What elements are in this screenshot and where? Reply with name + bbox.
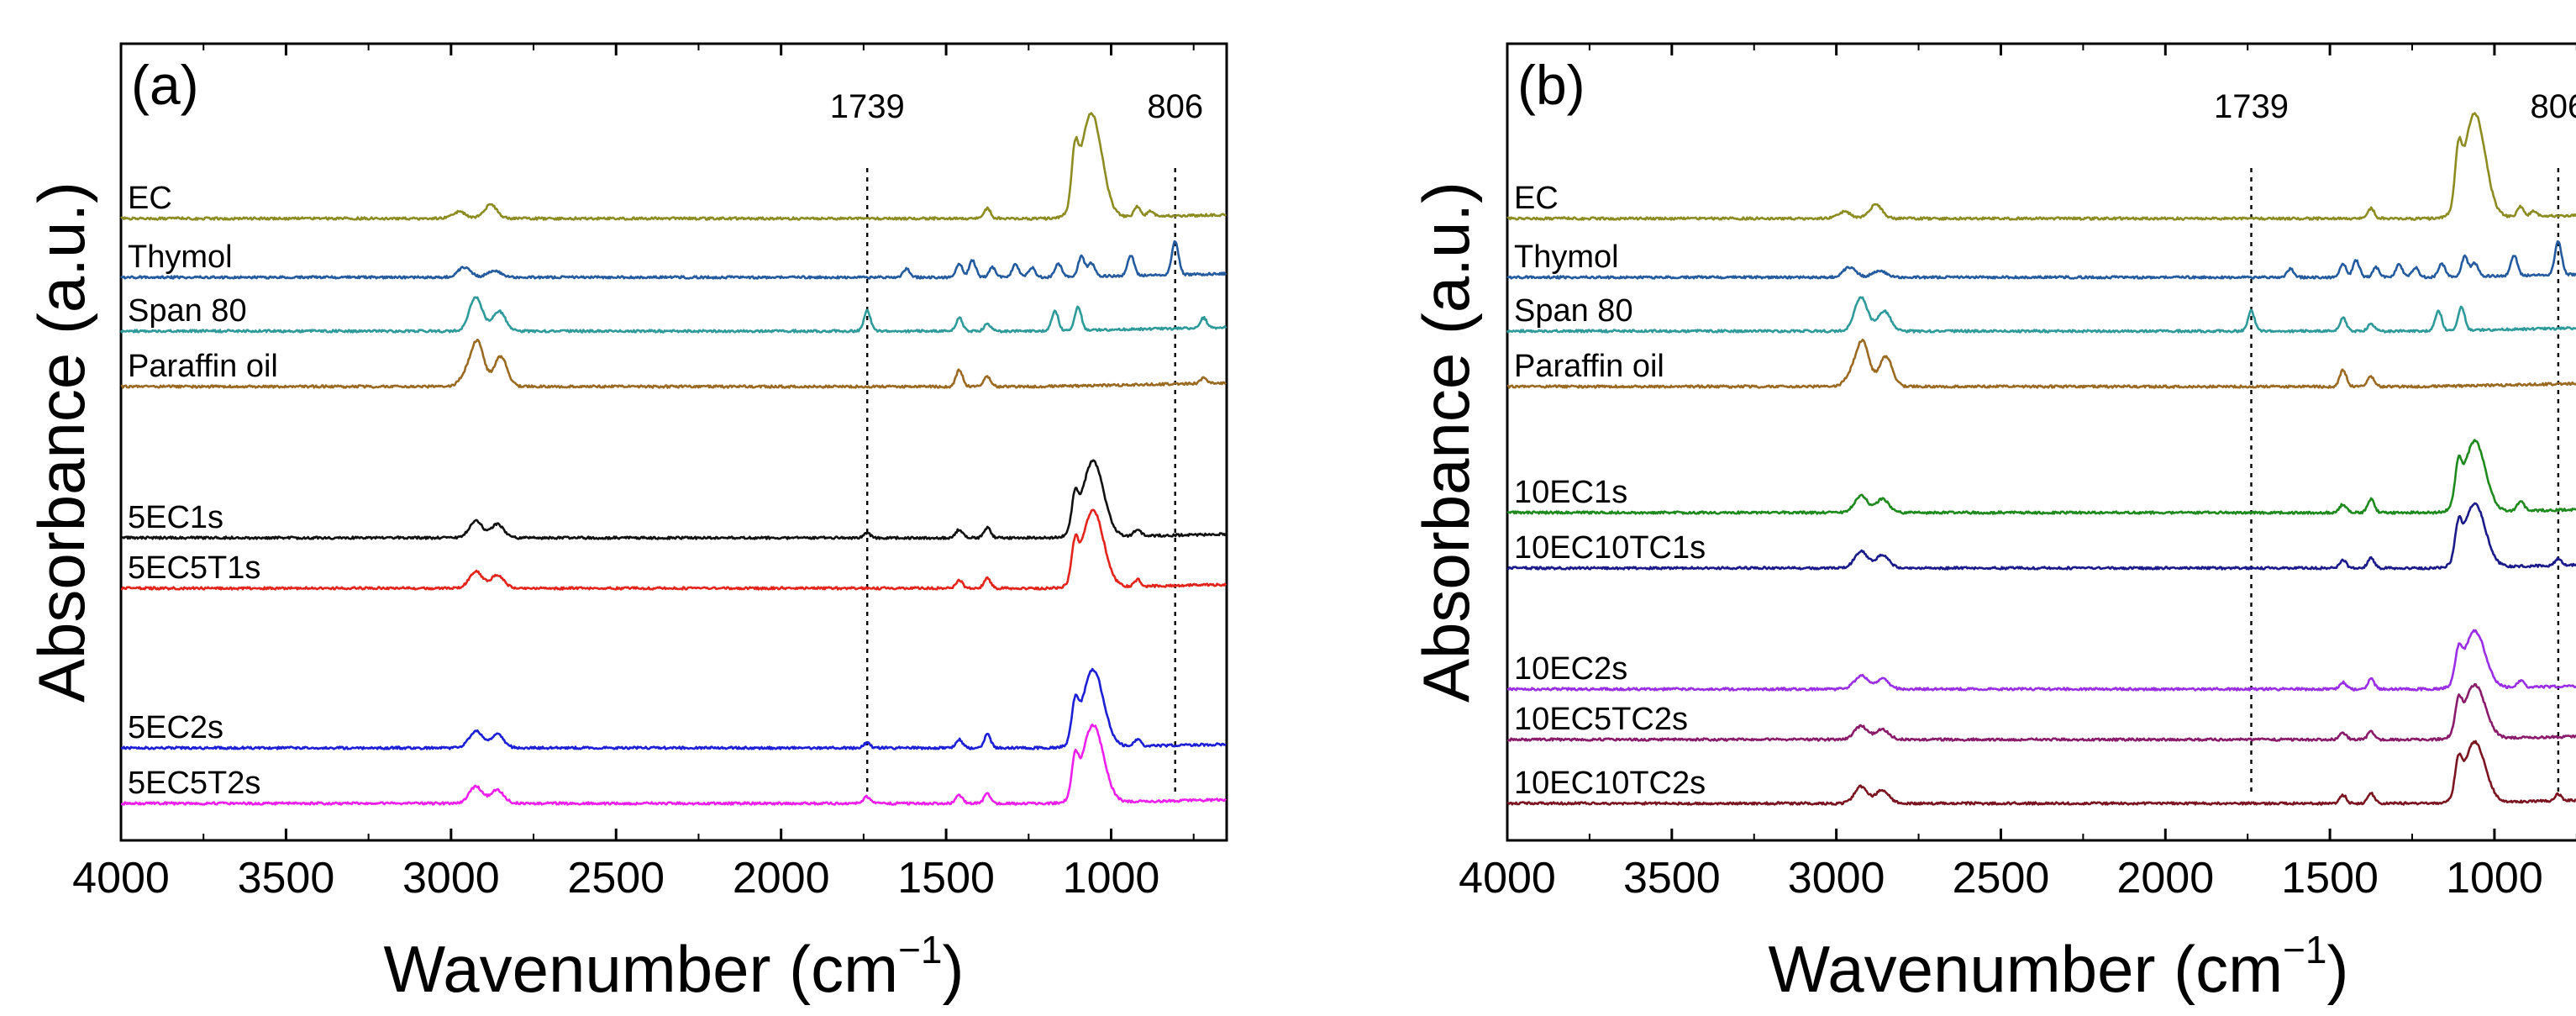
series-line-5ec1s [120, 459, 1228, 540]
x-tick-label: 2000 [2116, 854, 2214, 903]
series-label-10ec2s: 10EC2s [1514, 651, 1627, 687]
series-line-10ec2s [1506, 629, 2576, 692]
series-label-10ec1s: 10EC1s [1514, 475, 1627, 510]
series-line-10ec10tc1s [1506, 502, 2576, 571]
series-line-ec [1506, 112, 2576, 221]
marker-label-806: 806 [1147, 88, 1203, 125]
marker-label-806: 806 [2531, 88, 2576, 125]
x-tick-label: 4000 [1459, 854, 1556, 903]
series-label-ec: EC [1514, 181, 1559, 216]
series-line-10ec1s [1506, 439, 2576, 515]
series-line-paraffin-oil [120, 338, 1227, 389]
series-label-10ec5tc2s: 10EC5TC2s [1514, 702, 1688, 737]
series-line-thymol [120, 240, 1228, 280]
y-axis-title: Absorbance (a.u.) [1409, 182, 1483, 703]
panel-label: (b) [1517, 54, 1585, 116]
series-label-5ec5t2s: 5EC5T2s [128, 766, 260, 801]
series-line-5ec5t2s [120, 723, 1228, 806]
x-tick-label: 1000 [1063, 854, 1160, 903]
series-line-span-80 [119, 296, 1228, 334]
x-tick-label: 1500 [897, 854, 995, 903]
x-tick-label: 1500 [2281, 854, 2379, 903]
panel-b: 4000 3500 3000 2500 2000 1500 1000 Wavenumber (… [1409, 42, 2576, 1006]
series-label-5ec5t1s: 5EC5T1s [128, 550, 260, 586]
series-label-5ec1s: 5EC1s [128, 500, 223, 535]
series-group: EC Thymol Span 80 Paraffin oil 5EC1s 5EC5T1s 5… [119, 112, 1228, 806]
series-group: EC Thymol Span 80 Paraffin oil 10EC1s 10EC10T… [1506, 112, 2576, 806]
series-label-span-80: Span 80 [128, 293, 247, 329]
series-line-paraffin-oil [1506, 338, 2576, 389]
panel-a: 4000 3500 3000 2500 2000 1500 1000 Wavenumber (… [24, 42, 1228, 1006]
series-line-ec [120, 112, 1228, 221]
series-label-thymol: Thymol [1514, 240, 1619, 275]
plot-frame [1506, 42, 2576, 842]
x-tick-label: 3000 [402, 854, 500, 903]
series-label-ec: EC [128, 181, 172, 216]
marker-label-1739: 1739 [830, 88, 905, 125]
panel-label: (a) [131, 54, 199, 116]
series-line-5ec5t1s [120, 508, 1228, 591]
x-tick-label: 3500 [238, 854, 335, 903]
series-label-paraffin-oil: Paraffin oil [1514, 349, 1664, 384]
series-label-thymol: Thymol [128, 240, 233, 275]
x-tick-label: 2500 [1953, 854, 2050, 903]
series-line-10ec5tc2s [1506, 682, 2576, 742]
series-line-thymol [1506, 240, 2576, 280]
y-axis-title: Absorbance (a.u.) [24, 182, 98, 703]
series-label-paraffin-oil: Paraffin oil [128, 349, 278, 384]
x-tick-label: 3000 [1788, 854, 1885, 903]
series-line-5ec2s [120, 667, 1227, 750]
marker-label-1739: 1739 [2214, 88, 2289, 125]
x-tick-label: 2500 [567, 854, 665, 903]
x-axis-title: Wavenumber (cm−1) [1768, 928, 2348, 1006]
series-label-10ec10tc2s: 10EC10TC2s [1514, 766, 1706, 801]
x-tick-label: 2000 [733, 854, 830, 903]
series-line-span-80 [1506, 296, 2576, 334]
x-tick-label: 4000 [72, 854, 170, 903]
series-label-10ec10tc1s: 10EC10TC1s [1514, 530, 1706, 566]
x-tick-label: 1000 [2446, 854, 2543, 903]
x-axis-title: Wavenumber (cm−1) [383, 928, 964, 1006]
plot-frame [119, 42, 1228, 842]
series-label-span-80: Span 80 [1514, 293, 1633, 329]
x-tick-label: 3500 [1623, 854, 1721, 903]
series-line-10ec10tc2s [1506, 740, 2576, 806]
series-label-5ec2s: 5EC2s [128, 710, 223, 745]
